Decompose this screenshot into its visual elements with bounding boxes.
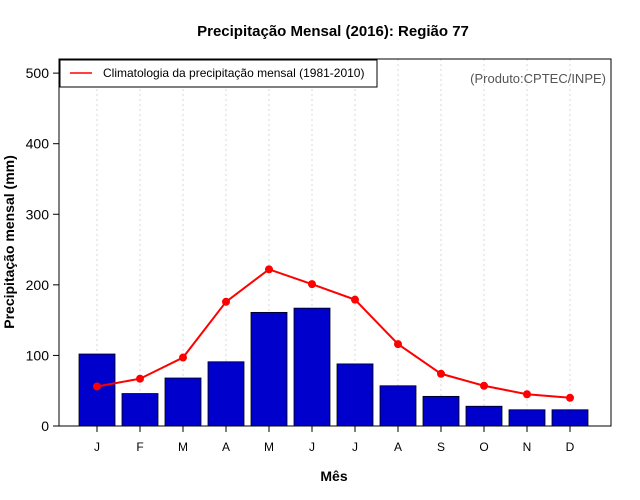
climatology-line [96, 268, 571, 399]
bar [207, 361, 245, 427]
climatology-point [437, 369, 445, 378]
climatology-point [222, 297, 230, 306]
x-tick-label: J [352, 440, 358, 454]
credit-text: (Produto:CPTEC/INPE) [470, 71, 606, 86]
x-tick-label: O [479, 440, 488, 454]
bar [121, 393, 159, 427]
x-tick-label: A [222, 440, 230, 454]
x-tick-label: A [394, 440, 402, 454]
climatology-series [93, 265, 574, 402]
bar [422, 395, 460, 427]
chart-title: Precipitação Mensal (2016): Região 77 [197, 23, 469, 40]
climatology-point [308, 280, 316, 289]
x-tick-label: N [523, 440, 532, 454]
climatology-point [265, 265, 273, 274]
x-tick-label: S [437, 440, 445, 454]
climatology-point [179, 353, 187, 362]
climatology-point [136, 374, 144, 383]
legend-box [59, 59, 378, 88]
climatology-point [523, 390, 531, 399]
climatology-point [351, 295, 359, 304]
legend: Climatologia da precipitação mensal (198… [59, 59, 378, 88]
x-axis-title: Mês [320, 468, 347, 484]
climatology-point [566, 393, 574, 402]
bar [250, 311, 288, 427]
bar [379, 385, 417, 427]
x-tick-label: M [264, 440, 274, 454]
plot-area [59, 59, 611, 426]
x-tick-label: M [178, 440, 188, 454]
y-axis: 0 100 200 300 400 500 [26, 65, 59, 434]
bar [508, 409, 546, 427]
x-tick-label: F [136, 440, 143, 454]
y-axis-title: Precipitação mensal (mm) [1, 155, 17, 329]
bar-series [78, 307, 589, 427]
climatology-point [394, 340, 402, 349]
y-tick-label: 500 [26, 65, 50, 81]
plot-frame [58, 58, 612, 427]
x-tick-label: J [94, 440, 100, 454]
legend-label: Climatologia da precipitação mensal (198… [103, 66, 364, 80]
bar [293, 307, 331, 427]
bar [164, 377, 202, 427]
x-tick-label: J [309, 440, 315, 454]
y-tick-label: 400 [26, 136, 50, 152]
y-tick-label: 100 [26, 347, 50, 363]
y-tick-label: 300 [26, 206, 50, 222]
climatology-point [480, 381, 488, 390]
x-tick-label: D [566, 440, 575, 454]
y-tick-label: 0 [41, 418, 49, 434]
bar [465, 405, 503, 427]
bar [551, 409, 589, 427]
bar [336, 363, 374, 427]
y-tick-label: 200 [26, 277, 50, 293]
climatology-point [93, 382, 101, 391]
